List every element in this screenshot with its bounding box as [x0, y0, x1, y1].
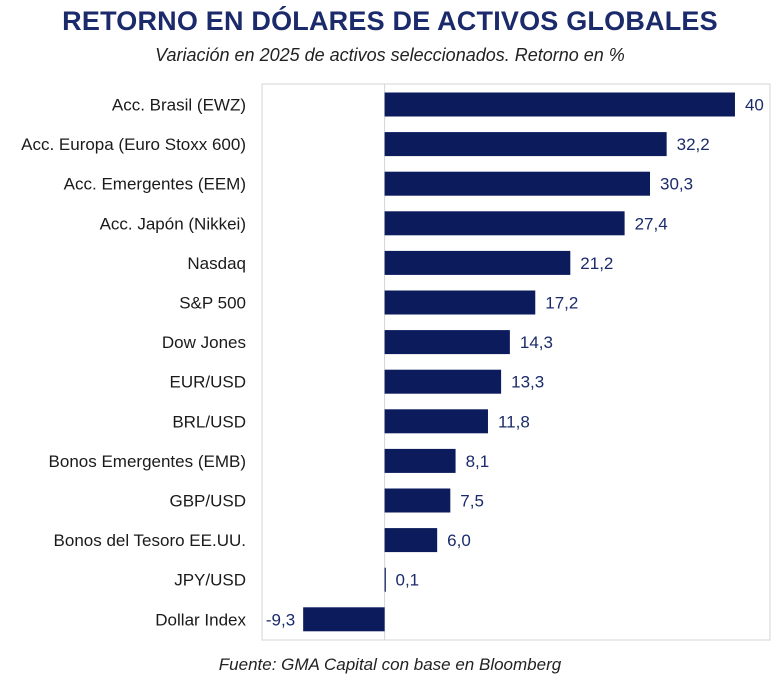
category-label: S&P 500: [179, 294, 246, 313]
value-label: 7,5: [460, 492, 484, 511]
bar: [384, 448, 456, 473]
value-label: 11,8: [498, 412, 530, 431]
value-label: 21,2: [580, 254, 613, 273]
value-label: -9,3: [266, 610, 295, 629]
category-label: BRL/USD: [172, 412, 246, 431]
category-label: Dow Jones: [162, 333, 246, 352]
category-label: Nasdaq: [187, 254, 246, 273]
category-label: JPY/USD: [174, 571, 246, 590]
category-label: Acc. Europa (Euro Stoxx 600): [21, 135, 246, 154]
value-label: 30,3: [660, 175, 693, 194]
bar: [384, 409, 488, 434]
bar: [384, 488, 451, 513]
category-label: Acc. Emergentes (EEM): [64, 175, 246, 194]
bar: [384, 290, 536, 315]
bar: [384, 330, 510, 355]
category-label: Acc. Japón (Nikkei): [100, 214, 246, 233]
category-label: Acc. Brasil (EWZ): [112, 96, 246, 115]
bar: [384, 528, 438, 553]
bar: [384, 567, 386, 592]
bar: [384, 132, 667, 157]
bar: [303, 607, 385, 632]
value-label: 13,3: [511, 373, 544, 392]
value-label: 14,3: [520, 333, 553, 352]
value-label: 6,0: [447, 531, 471, 550]
chart-source: Fuente: GMA Capital con base en Bloomber…: [218, 655, 562, 674]
chart-subtitle: Variación en 2025 de activos seleccionad…: [155, 45, 625, 65]
value-label: 40: [745, 96, 764, 115]
category-label: Bonos del Tesoro EE.UU.: [54, 531, 246, 550]
plot-area-frame: [261, 83, 771, 641]
category-label: GBP/USD: [169, 492, 246, 511]
value-label: 17,2: [545, 294, 578, 313]
value-label: 0,1: [395, 571, 419, 590]
value-label: 8,1: [466, 452, 490, 471]
category-label: EUR/USD: [169, 373, 246, 392]
value-label: 32,2: [677, 135, 710, 154]
bar: [384, 92, 735, 117]
bar: [384, 369, 502, 394]
chart-title: RETORNO EN DÓLARES DE ACTIVOS GLOBALES: [62, 6, 718, 36]
value-label: 27,4: [635, 214, 668, 233]
bar: [384, 250, 571, 275]
bar: [384, 171, 651, 196]
category-label: Dollar Index: [155, 610, 246, 629]
category-label: Bonos Emergentes (EMB): [49, 452, 246, 471]
bar: [384, 211, 625, 236]
